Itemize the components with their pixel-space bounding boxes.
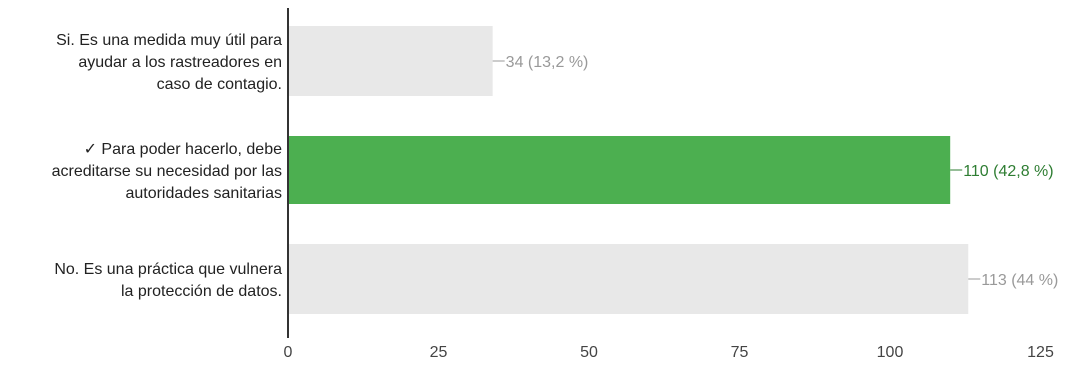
value-label-0: 34 (13,2 %) <box>506 54 589 71</box>
category-label-line: ayudar a los rastreadores en <box>78 54 282 71</box>
category-label-2: No. Es una práctica que vulnera la protec… <box>54 261 282 300</box>
x-tick-label: 125 <box>1027 344 1054 361</box>
bar-2 <box>288 244 969 314</box>
value-label-1: 110 (42,8 %) <box>963 163 1053 180</box>
value-label-2: 113 (44 %) <box>981 272 1058 289</box>
category-label-line: autoridades sanitarias <box>125 185 282 202</box>
bar-0 <box>288 26 493 96</box>
category-label-line: caso de contagio. <box>157 76 282 93</box>
bar-1 <box>288 136 951 204</box>
category-label-line: acreditarse su necesidad por las <box>52 163 282 180</box>
category-label-1: ✓ Para poder hacerlo, debe acreditarse su… <box>52 141 282 202</box>
x-tick-label: 25 <box>430 344 448 361</box>
category-label-line: No. Es una práctica que vulnera <box>54 261 282 278</box>
x-tick-label: 75 <box>731 344 749 361</box>
category-label-line: Si. Es una medida muy útil para <box>56 32 282 49</box>
value-labels-layer: 34 (13,2 %) 110 (42,8 %) 113 (44 %) <box>492 54 1058 289</box>
x-tick-label: 100 <box>877 344 904 361</box>
category-label-line: la protección de datos. <box>121 283 282 300</box>
category-label-0: Si. Es una medida muy útil para ayudar a … <box>56 32 282 93</box>
x-tick-label: 50 <box>580 344 598 361</box>
category-label-line: ✓ Para poder hacerlo, debe <box>84 141 283 158</box>
x-tick-label: 0 <box>284 344 293 361</box>
bars-layer <box>288 26 969 314</box>
category-labels-layer: Si. Es una medida muy útil para ayudar a … <box>52 32 282 300</box>
x-axis-ticks: 0 25 50 75 100 125 <box>284 344 1054 361</box>
